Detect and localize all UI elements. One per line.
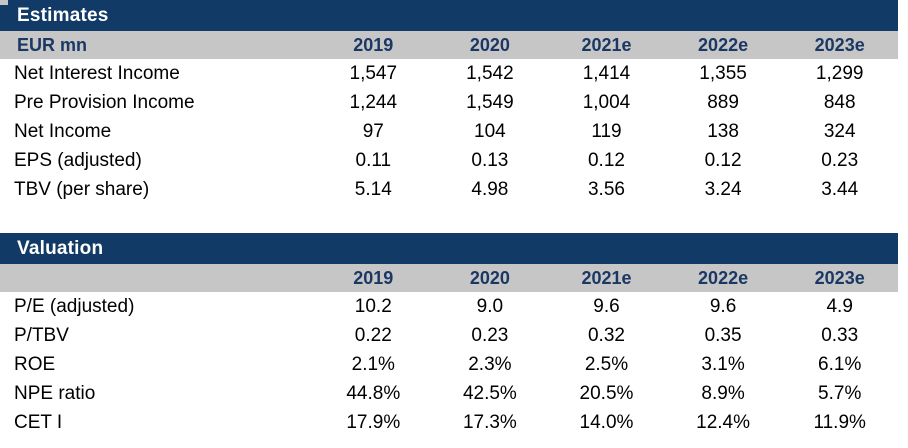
table-row: Net Interest Income 1,547 1,542 1,414 1,355 1… [0,59,898,88]
value-cell: 6.1% [781,350,898,379]
value-cell: 42.5% [431,379,549,408]
year-column-header: 2021e [548,264,665,292]
value-cell: 0.23 [431,321,549,350]
value-cell: 0.32 [548,321,665,350]
value-cell: 2.3% [431,350,549,379]
year-column-header: 2020 [431,31,549,59]
unit-label [0,264,315,292]
value-cell: 1,547 [315,59,432,88]
value-cell: 9.0 [431,292,549,321]
value-cell: 3.56 [548,175,665,204]
table-row: NPE ratio 44.8% 42.5% 20.5% 8.9% 5.7% [0,379,898,408]
value-cell: 104 [431,117,549,146]
value-cell: 2.1% [315,350,432,379]
corner-artifact [0,0,8,5]
year-header-row: EUR mn 2019 2020 2021e 2022e 2023e [0,31,898,59]
value-cell: 44.8% [315,379,432,408]
value-cell: 9.6 [664,292,782,321]
value-cell: 138 [664,117,782,146]
table-row: Net Income 97 104 119 138 324 [0,117,898,146]
value-cell: 1,549 [431,88,549,117]
value-cell: 3.44 [781,175,898,204]
value-cell: 0.23 [781,146,898,175]
value-cell: 1,244 [315,88,432,117]
value-cell: 14.0% [548,408,665,437]
value-cell: 0.35 [664,321,782,350]
value-cell: 0.33 [781,321,898,350]
year-column-header: 2019 [315,264,432,292]
row-label: P/E (adjusted) [0,292,315,321]
row-label: Net Interest Income [0,59,315,88]
value-cell: 8.9% [664,379,782,408]
value-cell: 10.2 [315,292,432,321]
value-cell: 4.98 [431,175,549,204]
estimates-title-bar: Estimates [0,0,898,31]
row-label: Pre Provision Income [0,88,315,117]
value-cell: 9.6 [548,292,665,321]
value-cell: 1,542 [431,59,549,88]
value-cell: 0.22 [315,321,432,350]
estimates-table-section: Estimates EUR mn 2019 2020 2021e 2022e 2023e … [0,0,898,204]
row-label: TBV (per share) [0,175,315,204]
year-column-header: 2019 [315,31,432,59]
year-column-header: 2020 [431,264,549,292]
year-header-row: 2019 2020 2021e 2022e 2023e [0,264,898,292]
year-column-header: 2022e [664,264,782,292]
table-row: P/TBV 0.22 0.23 0.32 0.35 0.33 [0,321,898,350]
row-label: ROE [0,350,315,379]
table-row: Pre Provision Income 1,244 1,549 1,004 889 84… [0,88,898,117]
row-label: EPS (adjusted) [0,146,315,175]
value-cell: 12.4% [664,408,782,437]
valuation-table: 2019 2020 2021e 2022e 2023e P/E (adjusted) 10… [0,264,898,437]
value-cell: 0.13 [431,146,549,175]
unit-label: EUR mn [0,31,315,59]
year-column-header: 2021e [548,31,665,59]
table-row: CET I 17.9% 17.3% 14.0% 12.4% 11.9% [0,408,898,437]
value-cell: 889 [664,88,782,117]
value-cell: 848 [781,88,898,117]
value-cell: 5.7% [781,379,898,408]
year-column-header: 2022e [664,31,782,59]
value-cell: 97 [315,117,432,146]
year-column-header: 2023e [781,264,898,292]
year-column-header: 2023e [781,31,898,59]
row-label: Net Income [0,117,315,146]
table-title: Valuation [17,238,104,259]
valuation-table-section: Valuation 2019 2020 2021e 2022e 2023e P/E (a… [0,233,898,437]
value-cell: 0.11 [315,146,432,175]
value-cell: 4.9 [781,292,898,321]
row-label: NPE ratio [0,379,315,408]
value-cell: 3.24 [664,175,782,204]
value-cell: 3.1% [664,350,782,379]
value-cell: 1,414 [548,59,665,88]
table-row: P/E (adjusted) 10.2 9.0 9.6 9.6 4.9 [0,292,898,321]
value-cell: 20.5% [548,379,665,408]
row-label: CET I [0,408,315,437]
value-cell: 0.12 [664,146,782,175]
row-label: P/TBV [0,321,315,350]
value-cell: 1,355 [664,59,782,88]
value-cell: 17.9% [315,408,432,437]
table-row: EPS (adjusted) 0.11 0.13 0.12 0.12 0.23 [0,146,898,175]
value-cell: 17.3% [431,408,549,437]
value-cell: 119 [548,117,665,146]
valuation-title-bar: Valuation [0,233,898,264]
value-cell: 1,299 [781,59,898,88]
value-cell: 5.14 [315,175,432,204]
table-row: ROE 2.1% 2.3% 2.5% 3.1% 6.1% [0,350,898,379]
value-cell: 2.5% [548,350,665,379]
table-title: Estimates [17,5,109,26]
value-cell: 0.12 [548,146,665,175]
estimates-table: EUR mn 2019 2020 2021e 2022e 2023e Net Intere… [0,31,898,204]
value-cell: 324 [781,117,898,146]
value-cell: 1,004 [548,88,665,117]
value-cell: 11.9% [781,408,898,437]
table-row: TBV (per share) 5.14 4.98 3.56 3.24 3.44 [0,175,898,204]
